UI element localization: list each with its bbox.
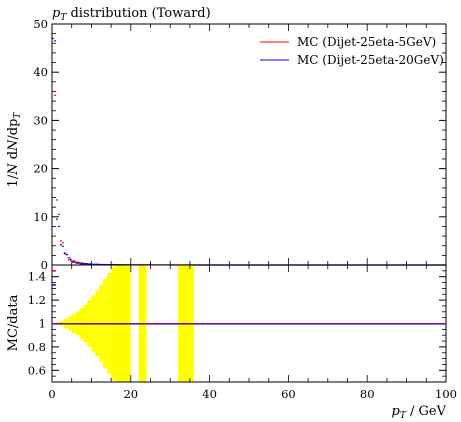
main-y-tick-label: 20 bbox=[33, 162, 48, 176]
main-y-tick-label: 10 bbox=[33, 210, 48, 224]
title-subscript: T bbox=[60, 13, 67, 23]
main-y-axis: 0 10 20 30 40 50 bbox=[33, 17, 446, 272]
title-rest: distribution (Toward) bbox=[66, 6, 210, 21]
main-series-2 bbox=[52, 37, 446, 266]
ratio-y-tick-label: 1.4 bbox=[28, 270, 46, 284]
ratio-y-tick-label: 0.8 bbox=[28, 340, 46, 354]
title-symbol: p bbox=[52, 6, 61, 21]
ratio-y-label: MC/data bbox=[6, 294, 21, 351]
x-axis-label: pT / GeV bbox=[392, 404, 447, 421]
main-y-label: 1/N dN/dpT bbox=[6, 112, 23, 188]
main-y-tick-label: 40 bbox=[33, 65, 48, 79]
legend: MC (Dijet-25eta-5GeV) MC (Dijet-25eta-20… bbox=[260, 35, 444, 67]
ylabel-part-sub: T bbox=[13, 112, 23, 119]
main-series-1 bbox=[52, 90, 446, 266]
ratio-y-axis: 0.6 0.8 1 1.2 1.4 bbox=[28, 264, 446, 383]
x-tick-label: 0 bbox=[48, 387, 55, 401]
ylabel-part-a: 1/ bbox=[6, 174, 21, 187]
x-axis: 0 20 40 60 80 100 bbox=[48, 265, 457, 401]
x-tick-label: 100 bbox=[435, 387, 457, 401]
x-tick-label: 20 bbox=[123, 387, 138, 401]
xlabel-subscript: T bbox=[400, 411, 407, 421]
x-tick-label: 80 bbox=[360, 387, 375, 401]
legend-label-2: MC (Dijet-25eta-20GeV) bbox=[297, 53, 444, 67]
ylabel-part-b: d bbox=[6, 151, 21, 163]
ratio-y-tick-label: 1.2 bbox=[28, 293, 46, 307]
chart-title: pT distribution (Toward) bbox=[52, 6, 211, 23]
ratio-y-tick-label: 1 bbox=[39, 317, 46, 331]
ylabel-part-c: /dp bbox=[6, 119, 21, 140]
ylabel-part-n2: N bbox=[6, 139, 21, 152]
x-tick-label: 40 bbox=[202, 387, 217, 401]
ylabel-part-n1: N bbox=[6, 163, 21, 176]
main-y-tick-label: 0 bbox=[41, 258, 48, 272]
ratio-y-tick-label: 0.6 bbox=[28, 363, 46, 377]
main-y-tick-label: 50 bbox=[33, 17, 48, 31]
xlabel-symbol: p bbox=[392, 404, 401, 419]
main-y-tick-label: 30 bbox=[33, 113, 48, 127]
ratio-plot: 0 20 40 60 80 100 0.6 0.8 1 1.2 1.4 bbox=[28, 264, 457, 401]
x-tick-label: 60 bbox=[281, 387, 296, 401]
legend-label-1: MC (Dijet-25eta-5GeV) bbox=[297, 35, 436, 49]
xlabel-rest: / GeV bbox=[406, 404, 447, 419]
